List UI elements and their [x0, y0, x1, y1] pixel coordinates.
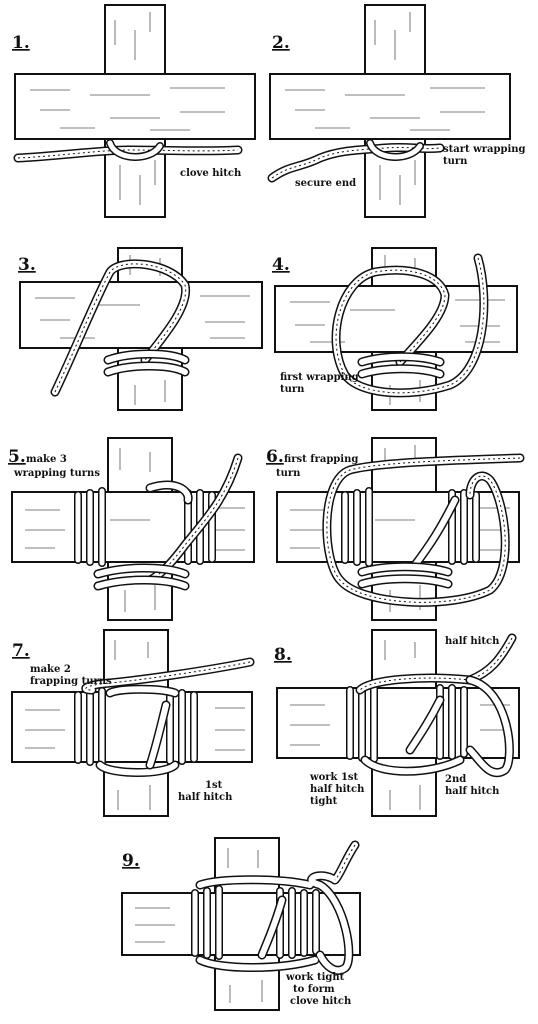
wood-grain	[290, 640, 510, 810]
step-label: start wrapping	[443, 144, 526, 155]
wood-grain	[25, 640, 245, 810]
wood-grain	[135, 848, 263, 1003]
step-label: turn	[443, 156, 468, 167]
step-number: 5.	[8, 447, 26, 467]
step-label: clove hitch	[180, 168, 242, 179]
step-label: 1st	[205, 780, 223, 791]
step-label: frapping turns	[30, 676, 112, 687]
step-label: half hitch	[445, 636, 500, 647]
panel-step-4: 4. first wrapping turn	[272, 247, 518, 411]
panel-step-6: 6. first frapping turn	[266, 437, 525, 621]
step-label: make 3	[26, 454, 67, 465]
horizontal-beam	[276, 687, 520, 759]
horizontal-beam	[276, 491, 520, 563]
step-label: to form	[293, 984, 335, 995]
step-number: 4.	[272, 255, 290, 275]
wood-grain	[285, 12, 485, 205]
step-label: work 1st	[309, 772, 359, 783]
horizontal-beam	[14, 73, 256, 140]
horizontal-beam	[19, 281, 263, 349]
panel-step-9: 9. work tight to form clove hitch	[121, 837, 361, 1011]
step-number: 7.	[12, 641, 30, 661]
step-label: wrapping turns	[13, 468, 100, 479]
step-label: turn	[280, 384, 305, 395]
step-label: make 2	[30, 664, 71, 675]
step-label: half hitch	[310, 784, 365, 795]
step-number: 8.	[274, 645, 292, 665]
step-label: clove hitch	[290, 996, 352, 1007]
step-number: 6.	[266, 447, 284, 467]
step-label: half hitch	[178, 792, 233, 803]
panel-step-5: 5. make 3 wrapping turns	[8, 437, 255, 621]
horizontal-beam	[11, 691, 253, 763]
step-number: 3.	[18, 255, 36, 275]
step-label: secure end	[295, 178, 356, 189]
step-label: 2nd	[445, 774, 466, 785]
panel-step-2: 2. start wrapping turn secure end	[267, 4, 526, 218]
step-label: turn	[276, 468, 301, 479]
step-label: work tight	[285, 972, 345, 983]
step-number: 2.	[272, 33, 290, 53]
horizontal-beam	[274, 285, 518, 353]
panel-step-7: 7. make 2 frapping turns 1st half hitch	[11, 629, 255, 817]
panel-step-3: 3.	[18, 247, 263, 411]
wood-grain	[30, 12, 225, 205]
step-label: tight	[310, 796, 338, 807]
wood-grain	[25, 448, 245, 612]
step-label: first wrapping	[280, 372, 359, 383]
step-number: 1.	[12, 33, 30, 53]
panel-step-8: 8. half hitch work 1st half hitch tight …	[274, 629, 520, 817]
step-number: 9.	[122, 851, 140, 871]
step-label: first frapping	[284, 454, 358, 465]
wood-grain	[290, 445, 510, 612]
panel-step-1: 1. clove hitch	[12, 4, 256, 218]
horizontal-beam	[269, 73, 511, 140]
horizontal-beam	[121, 892, 361, 956]
step-label: half hitch	[445, 786, 500, 797]
